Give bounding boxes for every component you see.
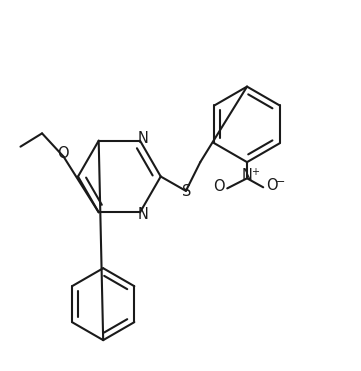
- Text: +: +: [251, 167, 259, 177]
- Text: O: O: [213, 179, 225, 194]
- Text: O: O: [57, 146, 69, 161]
- Text: N: N: [242, 168, 252, 183]
- Text: O: O: [266, 178, 278, 193]
- Text: N: N: [138, 131, 148, 146]
- Text: N: N: [138, 207, 148, 222]
- Text: −: −: [276, 177, 285, 187]
- Text: S: S: [182, 184, 192, 200]
